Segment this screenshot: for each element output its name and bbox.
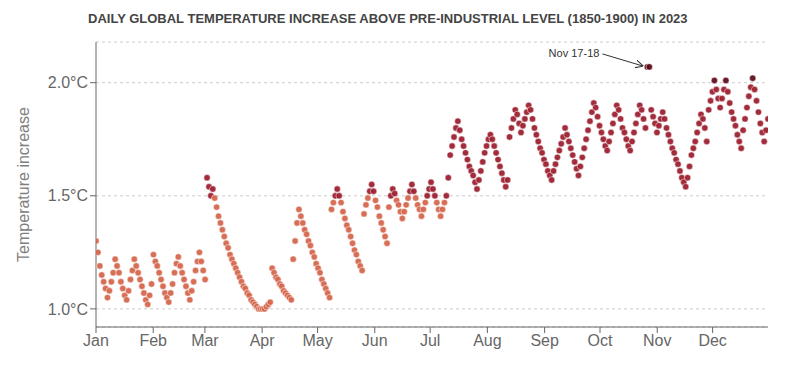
svg-text:1.0°C: 1.0°C: [48, 301, 88, 318]
svg-text:Mar: Mar: [191, 332, 219, 349]
svg-text:Aug: Aug: [473, 332, 501, 349]
svg-text:Apr: Apr: [250, 332, 276, 349]
svg-text:2.0°C: 2.0°C: [48, 74, 88, 91]
html-text:DAILY GLOBAL TEMPERATURE INCRE: DAILY GLOBAL TEMPERATURE INCREASE ABOVE …: [88, 11, 688, 26]
svg-text:May: May: [302, 332, 332, 349]
svg-text:Jun: Jun: [362, 332, 388, 349]
svg-text:Feb: Feb: [139, 332, 167, 349]
svg-text:Jul: Jul: [420, 332, 440, 349]
svg-text:Jan: Jan: [83, 332, 109, 349]
svg-text:Oct: Oct: [588, 332, 613, 349]
svg-text:Temperature increase: Temperature increase: [15, 107, 32, 262]
svg-text:1.5°C: 1.5°C: [48, 187, 88, 204]
svg-text:Nov: Nov: [643, 332, 671, 349]
svg-text:Nov 17-18: Nov 17-18: [549, 47, 600, 59]
svg-text:Dec: Dec: [698, 332, 726, 349]
svg-text:Sep: Sep: [530, 332, 559, 349]
